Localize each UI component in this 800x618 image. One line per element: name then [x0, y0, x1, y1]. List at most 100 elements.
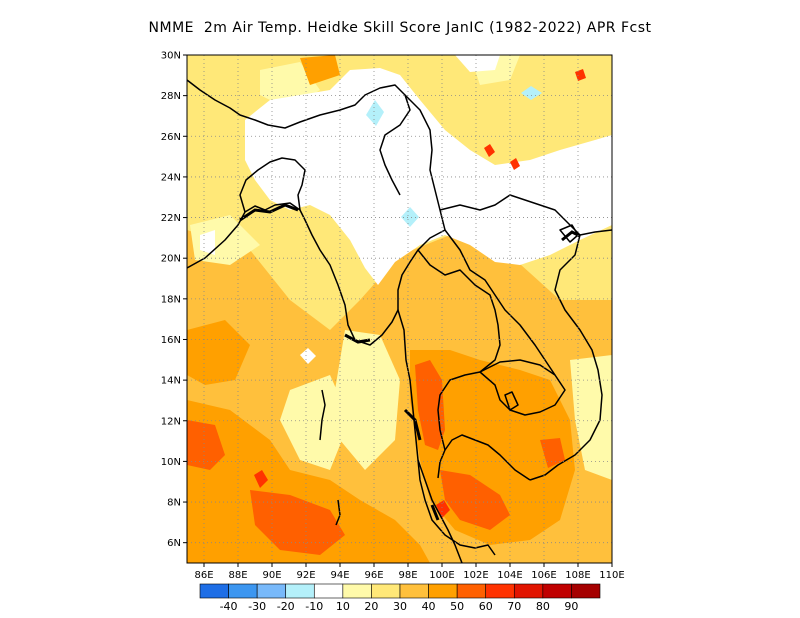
lon-label-98E: 98E	[398, 570, 417, 581]
lon-label-110E: 110E	[599, 570, 624, 581]
graticule	[187, 55, 612, 563]
lon-label-106E: 106E	[531, 570, 556, 581]
field-spot-negative-1	[366, 100, 384, 126]
lon-label-92E: 92E	[296, 570, 315, 581]
colorbar-label-70: 70	[507, 600, 521, 613]
colorbar-label--10: -10	[305, 600, 323, 613]
field-spot-60-70-4	[510, 158, 520, 170]
colorbar-label-50: 50	[450, 600, 464, 613]
lon-label-108E: 108E	[565, 570, 590, 581]
lat-label-12N: 12N	[161, 416, 181, 427]
lat-label-30N: 30N	[161, 51, 181, 62]
lat-label-10N: 10N	[161, 457, 181, 468]
colorbar	[199, 583, 601, 599]
colorbar-swatch-11	[513, 583, 544, 599]
colorbar-swatch-7	[399, 583, 429, 599]
lake-tonle-sap	[504, 391, 519, 411]
field-region-white-3	[200, 230, 215, 255]
border-china-south	[439, 194, 612, 236]
colorbar-label--20: -20	[277, 600, 295, 613]
map-title: NMME 2m Air Temp. Heidke Skill Score Jan…	[148, 20, 652, 36]
field-spot-negative-3	[521, 86, 542, 100]
islands-andaman	[319, 389, 326, 441]
colorbar-swatch-12	[542, 583, 572, 599]
field-region-50-60-east	[540, 438, 565, 468]
field-region-50-60-left	[187, 420, 225, 470]
field-region-light-6	[570, 355, 612, 480]
field-region-50-60-bay	[250, 490, 345, 555]
colorbar-label-30: 30	[393, 600, 407, 613]
lat-label-26N: 26N	[161, 132, 181, 143]
border-laos	[444, 229, 556, 376]
lat-label-28N: 28N	[161, 91, 181, 102]
colorbar-label-60: 60	[479, 600, 493, 613]
lat-label-14N: 14N	[161, 376, 181, 387]
delta-halong	[561, 230, 581, 242]
lat-label-24N: 24N	[161, 172, 181, 183]
lon-label-100E: 100E	[429, 570, 454, 581]
colorbar-swatch-13	[571, 583, 601, 599]
lon-label-94E: 94E	[330, 570, 349, 581]
lon-label-90E: 90E	[262, 570, 281, 581]
colorbar-swatch-3	[285, 583, 315, 599]
border-india-bangladesh	[239, 157, 306, 213]
field-region-50-60-gulf	[415, 360, 445, 450]
colorbar-label--30: -30	[248, 600, 266, 613]
delta-mergui	[403, 408, 422, 441]
lat-label-8N: 8N	[167, 498, 181, 509]
colorbar-swatch-10	[485, 583, 515, 599]
lat-label-16N: 16N	[161, 335, 181, 346]
colorbar-swatch-5	[342, 583, 372, 599]
colorbar-label-80: 80	[536, 600, 550, 613]
delta-coastlines	[239, 203, 581, 521]
colorbar-swatch-1	[228, 583, 258, 599]
field-region-40-50-top	[300, 55, 340, 85]
colorbar-label-40: 40	[422, 600, 436, 613]
colorbar-swatch-2	[256, 583, 287, 599]
border-thailand	[417, 249, 501, 451]
lon-label-96E: 96E	[364, 570, 383, 581]
delta-gulf	[430, 504, 440, 521]
colorbar-swatch-0	[199, 583, 229, 599]
delta-irrawaddy	[344, 333, 371, 344]
field-spot-60-70-3	[484, 144, 495, 157]
colorbar-label-20: 20	[364, 600, 378, 613]
field-region-50-60-south	[440, 470, 510, 530]
field-spot-negative-2	[401, 207, 419, 227]
field-region-light-4	[280, 375, 350, 470]
lat-label-22N: 22N	[161, 213, 181, 224]
map-frame	[186, 54, 613, 564]
colorbar-swatch-9	[456, 583, 487, 599]
colorbar-labels: -40 -30 -20 -10 10 20 30 40 50 60 70 80 90	[220, 600, 579, 613]
lat-label-18N: 18N	[161, 294, 181, 305]
colorbar-label--40: -40	[220, 600, 238, 613]
skill-field	[187, 55, 612, 563]
border-cambodia	[479, 359, 566, 416]
field-region-white	[245, 68, 612, 285]
field-spot-60-70-2	[436, 500, 450, 518]
delta-ganges	[239, 203, 299, 222]
coast-malay	[417, 459, 463, 563]
field-region-40-50-sw	[187, 400, 430, 563]
colorbar-swatch-6	[371, 583, 401, 599]
border-myanmar-east	[397, 94, 446, 310]
field-spot-60-70-1	[254, 470, 268, 488]
lon-label-104E: 104E	[497, 570, 522, 581]
lat-label-6N: 6N	[167, 538, 181, 549]
field-region-white-4	[300, 348, 316, 364]
field-region-light-5	[335, 330, 400, 470]
coast-gulf-of-thailand	[437, 434, 531, 481]
field-region-white-2	[455, 55, 500, 72]
lon-label-86E: 86E	[194, 570, 213, 581]
field-region-40-50-mid	[187, 320, 250, 385]
lat-label-20N: 20N	[161, 254, 181, 265]
colorbar-swatch-8	[428, 583, 458, 599]
border-north	[187, 79, 411, 196]
lon-label-102E: 102E	[463, 570, 488, 581]
latitude-labels: 30N 28N 26N 24N 22N 20N 18N 16N 14N 12N 10N 8N 6N	[161, 51, 187, 549]
longitude-labels: 86E 88E 90E 92E 94E 96E 98E 100E 102E 104E 106E 108…	[194, 563, 625, 581]
colorbar-label-10: 10	[336, 600, 350, 613]
lon-label-88E: 88E	[228, 570, 247, 581]
colorbar-label-90: 90	[564, 600, 578, 613]
